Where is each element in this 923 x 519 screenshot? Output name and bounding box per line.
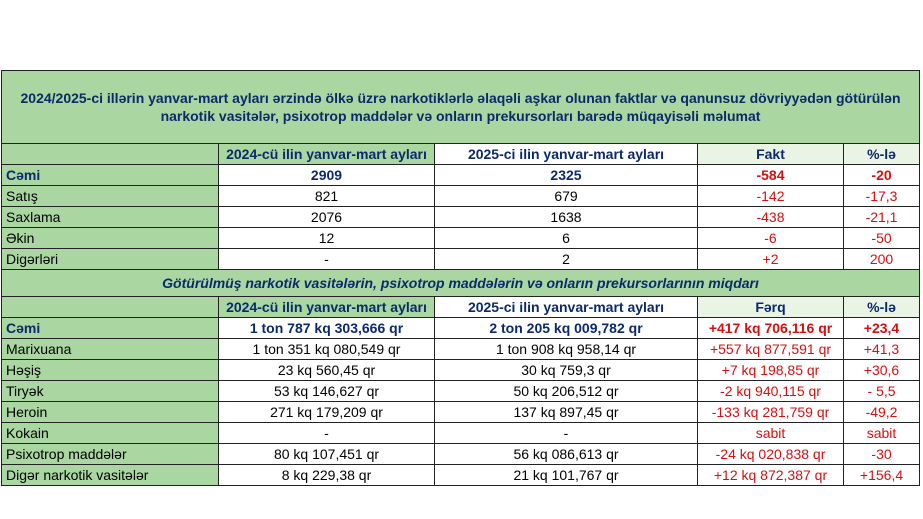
header-cell: 2024-cü ilin yanvar-mart ayları <box>218 143 435 165</box>
cell-2024: 23 kq 560,45 qr <box>218 359 435 381</box>
section-subtitle: Götürülmüş narkotik vasitələrin, psixotr… <box>0 269 921 297</box>
header-cell: %-lə <box>842 296 921 318</box>
cell-diff: +12 kq 872,387 qr <box>697 464 844 486</box>
table-row: Heroin 271 kq 179,209 qr 137 kq 897,45 q… <box>1 401 921 423</box>
subtitle-row: Götürülmüş narkotik vasitələrin, psixotr… <box>0 269 921 297</box>
table-row: Cəmi 1 ton 787 kq 303,666 qr 2 ton 205 k… <box>1 317 921 339</box>
header-cell: %-lə <box>842 143 921 165</box>
table-row: Satış 821 679 -142 -17,3 <box>1 185 921 207</box>
cell-2024: 8 kq 229,38 qr <box>218 464 435 486</box>
cell-2024: 12 <box>218 227 435 249</box>
table-row: Həşiş 23 kq 560,45 qr 30 kq 759,3 qr +7 … <box>1 359 921 381</box>
cell-pct: -30 <box>842 443 921 465</box>
table-row: Psixotrop maddələr 80 kq 107,451 qr 56 k… <box>1 443 921 465</box>
header-cell <box>1 143 219 165</box>
cell-2025: 137 kq 897,45 qr <box>434 401 698 423</box>
stats-table-container: 2024/2025-ci illərin yanvar-mart ayları … <box>0 70 921 486</box>
cell-pct: - 5,5 <box>842 380 921 402</box>
cell-2024: - <box>218 422 435 444</box>
cell-pct: -49,2 <box>842 401 921 423</box>
cell-diff: -133 kq 281,759 qr <box>697 401 844 423</box>
cell-2025: 6 <box>434 227 698 249</box>
cell-2024: 821 <box>218 185 435 207</box>
cell-2025: 2325 <box>434 164 698 186</box>
cell-pct: +41,3 <box>842 338 921 360</box>
cell-2024: - <box>218 248 435 270</box>
section1-header-row: 2024-cü ilin yanvar-mart ayları 2025-ci … <box>1 143 921 165</box>
table-row: Tiryək 53 kq 146,627 qr 50 kq 206,512 qr… <box>1 380 921 402</box>
header-cell: 2025-ci ilin yanvar-mart ayları <box>434 143 698 165</box>
cell-2025: 1638 <box>434 206 698 228</box>
cell-pct: -20 <box>842 164 921 186</box>
cell-pct: sabit <box>842 422 921 444</box>
header-cell: 2024-cü ilin yanvar-mart ayları <box>218 296 435 318</box>
table-row: Kokain - - sabit sabit <box>1 422 921 444</box>
cell-diff: +2 <box>697 248 844 270</box>
header-cell <box>1 296 219 318</box>
row-label: Marixuana <box>1 338 219 360</box>
cell-2025: 56 kq 086,613 qr <box>434 443 698 465</box>
row-label: Həşiş <box>1 359 219 381</box>
table-row: Əkin 12 6 -6 -50 <box>1 227 921 249</box>
cell-2025: 2 ton 205 kq 009,782 qr <box>434 317 698 339</box>
cell-2025: 679 <box>434 185 698 207</box>
cell-pct: +30,6 <box>842 359 921 381</box>
cell-2025: 1 ton 908 kq 958,14 qr <box>434 338 698 360</box>
row-label: Psixotrop maddələr <box>1 443 219 465</box>
row-label: Əkin <box>1 227 219 249</box>
cell-diff: -142 <box>697 185 844 207</box>
cell-pct: -17,3 <box>842 185 921 207</box>
row-label: Cəmi <box>1 164 219 186</box>
cell-diff: +417 kq 706,116 qr <box>697 317 844 339</box>
row-label: Digərləri <box>1 248 219 270</box>
table-row: Saxlama 2076 1638 -438 -21,1 <box>1 206 921 228</box>
cell-2024: 1 ton 787 kq 303,666 qr <box>218 317 435 339</box>
stats-table: 2024/2025-ci illərin yanvar-mart ayları … <box>0 70 921 486</box>
cell-2025: 30 kq 759,3 qr <box>434 359 698 381</box>
header-cell: Fərq <box>697 296 844 318</box>
cell-diff: -6 <box>697 227 844 249</box>
header-cell: Fakt <box>697 143 844 165</box>
title-row: 2024/2025-ci illərin yanvar-mart ayları … <box>0 70 921 144</box>
header-cell: 2025-ci ilin yanvar-mart ayları <box>434 296 698 318</box>
table-row: Digərləri - 2 +2 200 <box>1 248 921 270</box>
cell-2024: 53 kq 146,627 qr <box>218 380 435 402</box>
row-label: Digər narkotik vasitələr <box>1 464 219 486</box>
table-title: 2024/2025-ci illərin yanvar-mart ayları … <box>0 70 921 144</box>
cell-diff: -2 kq 940,115 qr <box>697 380 844 402</box>
cell-2024: 80 kq 107,451 qr <box>218 443 435 465</box>
cell-2025: 21 kq 101,767 qr <box>434 464 698 486</box>
cell-2024: 2909 <box>218 164 435 186</box>
cell-2024: 1 ton 351 kq 080,549 qr <box>218 338 435 360</box>
cell-diff: -584 <box>697 164 844 186</box>
section2-header-row: 2024-cü ilin yanvar-mart ayları 2025-ci … <box>1 296 921 318</box>
cell-2024: 271 kq 179,209 qr <box>218 401 435 423</box>
row-label: Tiryək <box>1 380 219 402</box>
cell-diff: +7 kq 198,85 qr <box>697 359 844 381</box>
cell-2025: - <box>434 422 698 444</box>
cell-pct: +23,4 <box>842 317 921 339</box>
cell-pct: 200 <box>842 248 921 270</box>
row-label: Cəmi <box>1 317 219 339</box>
cell-pct: +156,4 <box>842 464 921 486</box>
row-label: Kokain <box>1 422 219 444</box>
table-row: Cəmi 2909 2325 -584 -20 <box>1 164 921 186</box>
table-row: Digər narkotik vasitələr 8 kq 229,38 qr … <box>1 464 921 486</box>
table-row: Marixuana 1 ton 351 kq 080,549 qr 1 ton … <box>1 338 921 360</box>
cell-2025: 2 <box>434 248 698 270</box>
row-label: Saxlama <box>1 206 219 228</box>
cell-diff: +557 kq 877,591 qr <box>697 338 844 360</box>
cell-diff: -24 kq 020,838 qr <box>697 443 844 465</box>
cell-diff: -438 <box>697 206 844 228</box>
cell-2024: 2076 <box>218 206 435 228</box>
cell-2025: 50 kq 206,512 qr <box>434 380 698 402</box>
row-label: Heroin <box>1 401 219 423</box>
row-label: Satış <box>1 185 219 207</box>
cell-pct: -50 <box>842 227 921 249</box>
cell-pct: -21,1 <box>842 206 921 228</box>
cell-diff: sabit <box>697 422 844 444</box>
